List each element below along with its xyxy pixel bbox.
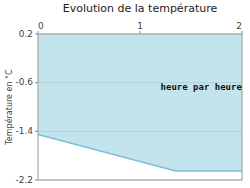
title: Evolution de la température	[63, 2, 218, 15]
plot-area	[38, 34, 242, 171]
plot-background	[38, 34, 242, 180]
x-tick-label: 2	[236, 21, 242, 31]
y-tick-label: -2.2	[15, 175, 33, 185]
y-tick-label: 0.2	[19, 29, 33, 39]
y-tick-label: -1.4	[15, 126, 33, 136]
y-tick-label: -0.6	[15, 77, 33, 87]
x-tick-label: 1	[137, 21, 143, 31]
y-axis-label: Température en °C	[4, 69, 14, 146]
plot-frame	[38, 34, 242, 180]
x-tick-label: 0	[38, 21, 44, 31]
line	[38, 134, 242, 171]
annotation: heure par heure	[161, 82, 243, 92]
area	[38, 34, 242, 171]
chart: 0.2 -0.6 -1.4 -2.2 0 1 2 heure par heure Evoluti…	[0, 0, 250, 188]
chart-container: 0.2 -0.6 -1.4 -2.2 0 1 2 heure par heure Evoluti…	[0, 0, 250, 188]
